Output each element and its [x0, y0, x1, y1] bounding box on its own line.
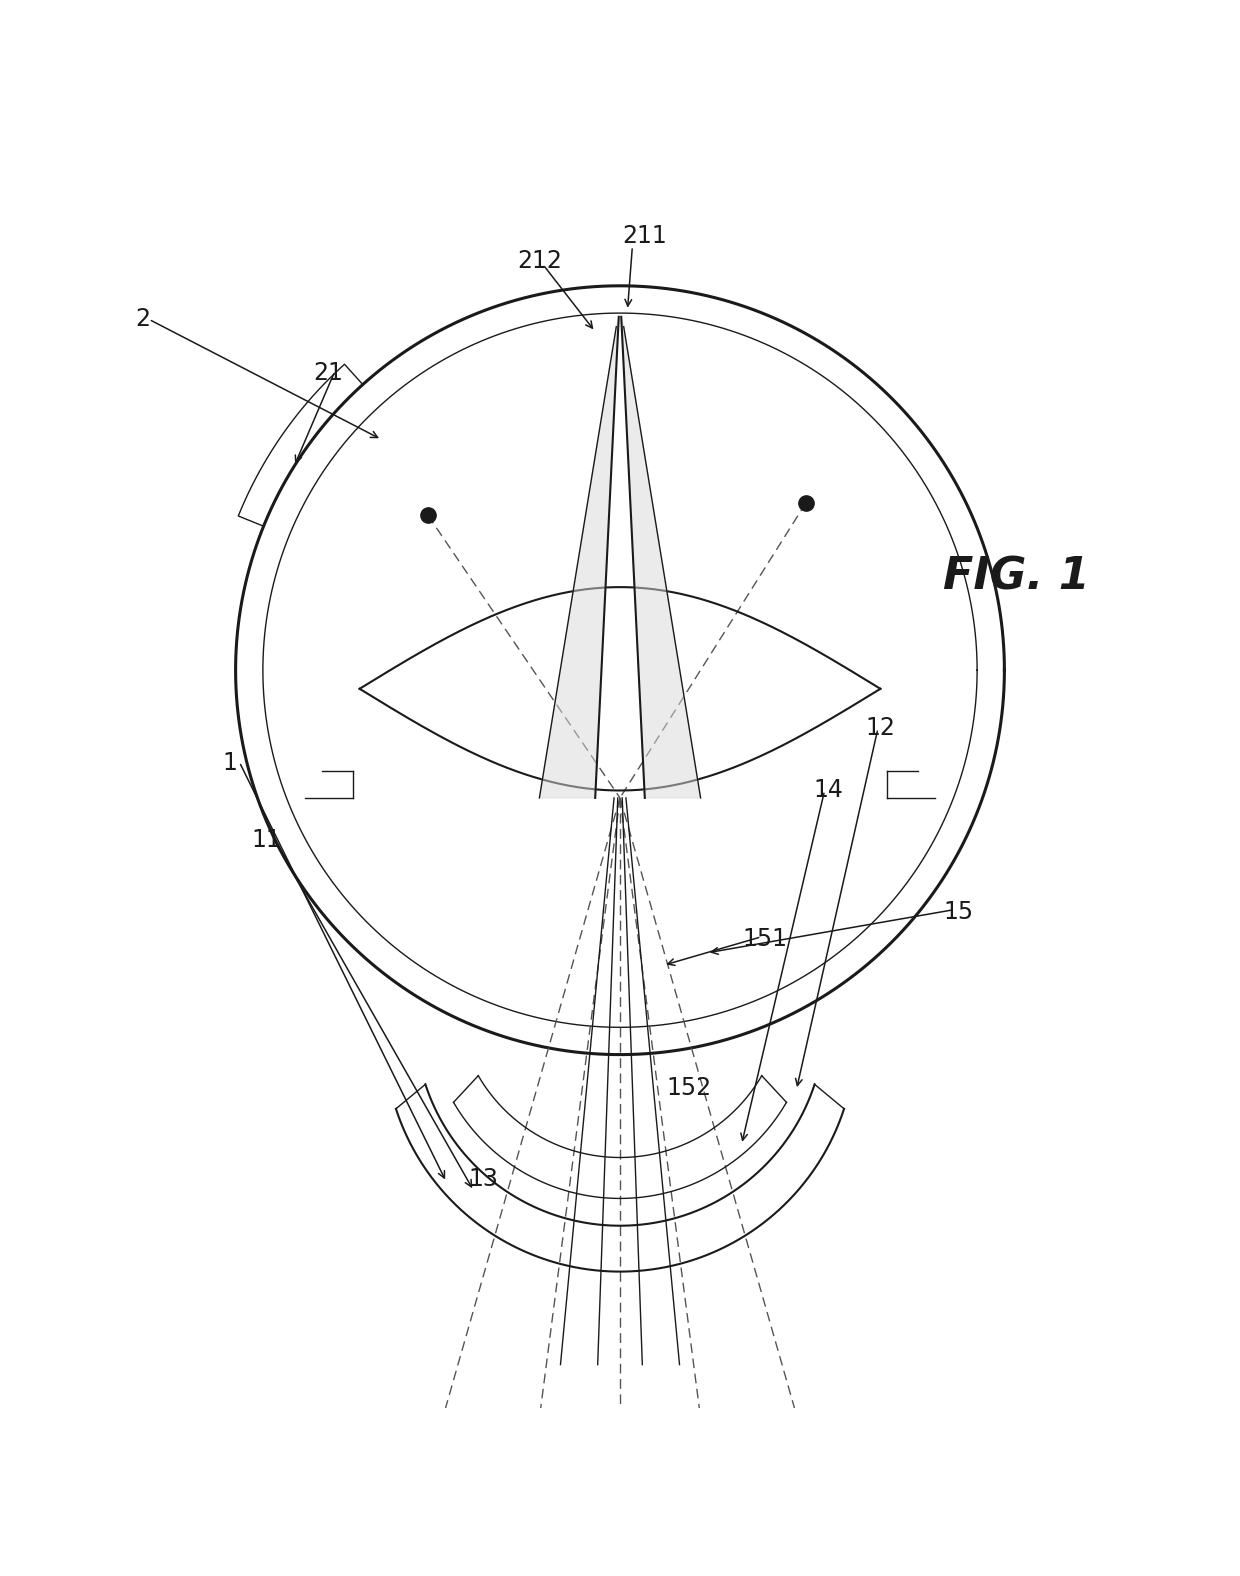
Text: 13: 13 [469, 1166, 498, 1190]
Text: 212: 212 [517, 249, 562, 273]
Text: 1: 1 [222, 752, 237, 775]
Text: 15: 15 [944, 900, 973, 924]
Text: FIG. 1: FIG. 1 [944, 556, 1090, 599]
Text: 11: 11 [252, 827, 281, 853]
Text: 152: 152 [667, 1076, 712, 1100]
Text: 2: 2 [135, 307, 150, 331]
Text: 14: 14 [813, 779, 843, 802]
Text: 151: 151 [743, 927, 787, 952]
Text: 12: 12 [866, 717, 895, 741]
Polygon shape [539, 317, 619, 797]
Text: 21: 21 [314, 361, 343, 385]
Polygon shape [621, 317, 701, 797]
Text: 211: 211 [622, 224, 667, 247]
